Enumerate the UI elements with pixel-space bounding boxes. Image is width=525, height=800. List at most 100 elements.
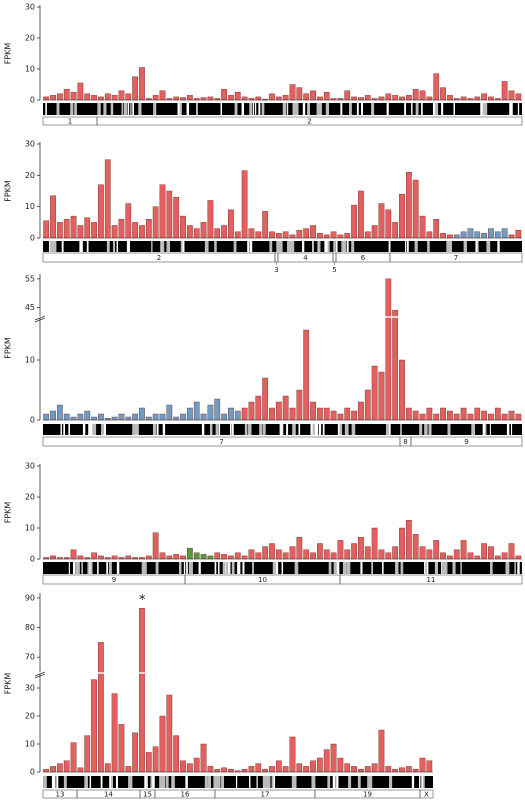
axis-break [30, 316, 522, 318]
band-stripe [248, 424, 251, 435]
band-stripe [441, 103, 444, 115]
bar [275, 760, 282, 773]
bar [275, 233, 282, 239]
bar [385, 93, 392, 101]
band-stripe [242, 562, 245, 574]
band-stripe [343, 241, 347, 252]
bar [200, 413, 207, 421]
bar [433, 218, 440, 239]
band-stripe [342, 562, 347, 574]
bar [296, 389, 303, 421]
band-stripe [460, 562, 462, 574]
bar [70, 215, 77, 239]
bar [139, 608, 145, 773]
band-stripe [333, 241, 336, 252]
band-stripe [100, 776, 103, 788]
bar [433, 540, 440, 560]
band-stripe [241, 103, 245, 115]
bar [193, 228, 200, 239]
bar [145, 555, 152, 560]
band-stripe [312, 241, 314, 252]
bar [207, 200, 214, 239]
band-stripe [205, 241, 209, 252]
band-stripe [405, 241, 407, 252]
y-tick-label: 10 [25, 202, 35, 211]
band-stripe [132, 424, 135, 435]
bar [323, 92, 330, 101]
band-stripe [53, 776, 56, 788]
bar [405, 520, 412, 560]
bar [269, 543, 275, 560]
bar [180, 555, 186, 560]
bar [351, 766, 357, 773]
bar [200, 554, 207, 560]
bar [337, 413, 344, 421]
bar [228, 555, 234, 560]
bar [358, 97, 364, 101]
band-stripe [332, 776, 336, 788]
band-stripe [217, 776, 221, 788]
bar [207, 96, 214, 101]
bar [474, 407, 481, 421]
bar [303, 549, 310, 560]
band-stripe [237, 562, 240, 574]
band-stripe [275, 562, 279, 574]
band-stripe [75, 562, 79, 574]
bar [501, 413, 508, 421]
bar [488, 546, 494, 560]
band-stripe [235, 776, 238, 788]
band-stripe [346, 241, 349, 252]
bar [159, 90, 166, 101]
bar [412, 769, 419, 773]
band-stripe [214, 241, 217, 252]
bar [193, 552, 200, 560]
bar [173, 96, 180, 101]
bar [289, 546, 296, 560]
bar [399, 527, 405, 560]
bar [412, 179, 419, 239]
bar [310, 401, 316, 421]
band-stripe [88, 424, 91, 435]
band-stripe [143, 562, 147, 574]
band-stripe [279, 241, 283, 252]
bar [98, 413, 104, 421]
band-stripe [249, 776, 251, 788]
bar [358, 769, 364, 773]
bar [214, 552, 221, 560]
y-tick-label: 10 [25, 740, 35, 749]
band-stripe [146, 776, 148, 788]
bar [358, 537, 364, 560]
bar [488, 228, 494, 239]
bar [378, 96, 385, 101]
band-stripe [63, 776, 67, 788]
band-stripe [224, 562, 227, 574]
band-stripe [83, 424, 85, 435]
band-stripe [252, 103, 255, 115]
chromosome-label: 7 [219, 438, 223, 446]
bar [221, 88, 227, 101]
bar [214, 398, 221, 421]
band-stripe [367, 776, 371, 788]
bar [43, 769, 50, 773]
band-stripe [434, 562, 438, 574]
band-stripe [322, 424, 325, 435]
bar [392, 222, 399, 239]
band-stripe [414, 241, 418, 252]
band-stripe [91, 424, 94, 435]
bar [255, 96, 262, 101]
bar [460, 540, 467, 560]
band-stripe [178, 562, 182, 574]
band-stripe [213, 776, 217, 788]
bar [330, 410, 337, 421]
chromosome-box [410, 436, 523, 447]
bar [419, 546, 426, 560]
bar [50, 766, 56, 773]
band-stripe [266, 776, 271, 788]
band-stripe [116, 241, 119, 252]
band-stripe [198, 562, 201, 574]
band-stripe [144, 776, 147, 788]
band-stripe [361, 103, 363, 115]
band-stripe [335, 241, 338, 252]
bar [289, 407, 296, 421]
band-stripe [447, 424, 451, 435]
